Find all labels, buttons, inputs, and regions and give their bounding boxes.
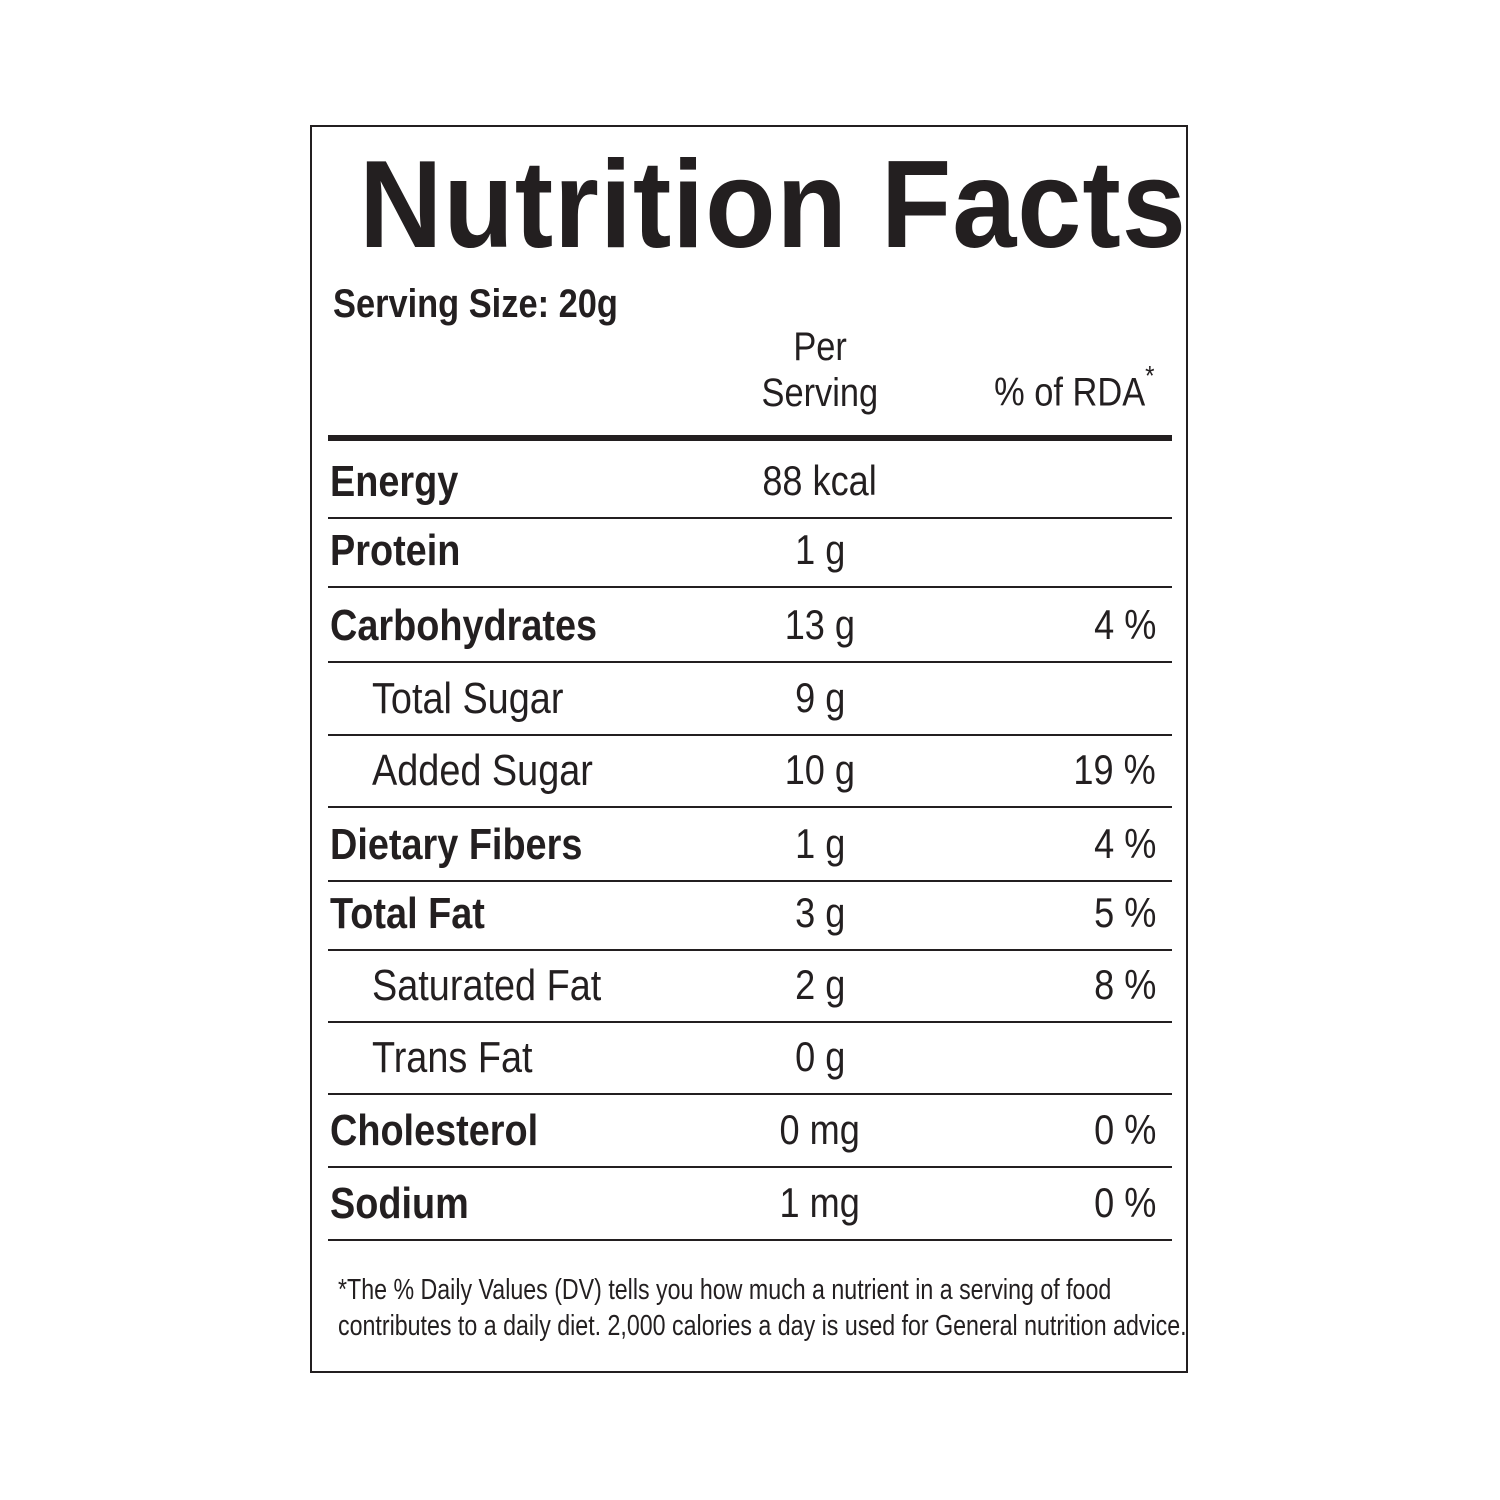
nutrient-label: Total Sugar bbox=[372, 674, 595, 724]
rda-header-text: % of RDA bbox=[994, 370, 1146, 415]
table-row: Cholesterol 0 mg 0 % bbox=[328, 1094, 1172, 1168]
table-row: Trans Fat 0 g bbox=[328, 1022, 1172, 1095]
per-serving-value-text: 2 g bbox=[794, 961, 846, 1008]
per-serving-value-text: 10 g bbox=[784, 746, 856, 793]
per-serving-value: 3 g bbox=[720, 889, 920, 937]
table-row: Sodium 1 mg 0 % bbox=[328, 1167, 1172, 1241]
rda-value: 5 % bbox=[1084, 889, 1156, 937]
header-divider bbox=[328, 435, 1172, 441]
per-serving-value-text: 1 mg bbox=[779, 1179, 861, 1226]
table-row: Added Sugar 10 g 19 % bbox=[328, 735, 1172, 808]
rda-value-text: 4 % bbox=[1093, 601, 1156, 648]
rda-value-text: 8 % bbox=[1093, 961, 1156, 1008]
rda-value: 8 % bbox=[1084, 961, 1156, 1009]
table-row: Saturated Fat 2 g 8 % bbox=[328, 950, 1172, 1023]
footnote-line2: contributes to a daily diet. 2,000 calor… bbox=[338, 1310, 1187, 1342]
per-serving-value: 1 g bbox=[720, 820, 920, 868]
nutrient-label-text: Energy bbox=[330, 457, 459, 506]
per-serving-value-text: 9 g bbox=[794, 674, 846, 721]
rda-value-text: 0 % bbox=[1093, 1106, 1156, 1153]
nutrient-label-text: Added Sugar bbox=[372, 746, 593, 795]
nutrient-label: Cholesterol bbox=[330, 1106, 572, 1156]
per-serving-value-text: 88 kcal bbox=[762, 457, 878, 504]
nutrient-label: Trans Fat bbox=[372, 1033, 559, 1083]
rda-value: 0 % bbox=[1084, 1106, 1156, 1154]
per-serving-value-text: 0 mg bbox=[779, 1106, 861, 1153]
per-serving-value: 0 g bbox=[720, 1033, 920, 1081]
rda-asterisk: * bbox=[1145, 360, 1155, 391]
table-row: Total Sugar 9 g bbox=[328, 662, 1172, 736]
table-row: Total Fat 3 g 5 % bbox=[328, 881, 1172, 951]
nutrient-label-text: Trans Fat bbox=[372, 1033, 533, 1082]
nutrient-label: Protein bbox=[330, 526, 482, 576]
rda-value: 4 % bbox=[1084, 820, 1156, 868]
nutrient-label: Saturated Fat bbox=[372, 961, 639, 1011]
per-serving-value: 1 mg bbox=[720, 1179, 920, 1227]
nutrient-label-text: Carbohydrates bbox=[330, 601, 598, 650]
per-serving-value: 0 mg bbox=[720, 1106, 920, 1154]
per-serving-value: 2 g bbox=[720, 961, 920, 1009]
serving-size: Serving Size: 20g bbox=[333, 282, 664, 327]
rda-value-text: 4 % bbox=[1093, 820, 1156, 867]
nutrient-label-text: Sodium bbox=[330, 1179, 469, 1228]
nutrient-label-text: Cholesterol bbox=[330, 1106, 539, 1155]
table-row: Dietary Fibers 1 g 4 % bbox=[328, 807, 1172, 882]
table-row: Carbohydrates 13 g 4 % bbox=[328, 587, 1172, 663]
nutrition-label-border bbox=[310, 125, 1188, 1373]
nutrient-label: Added Sugar bbox=[372, 746, 629, 796]
title-text: Nutrition Facts bbox=[359, 136, 1187, 274]
rda-header: % of RDA* bbox=[968, 360, 1155, 415]
rda-value: 4 % bbox=[1084, 601, 1156, 649]
per-header-line2: Serving bbox=[761, 371, 879, 415]
per-serving-value: 9 g bbox=[720, 674, 920, 722]
rda-value: 19 % bbox=[1060, 746, 1156, 794]
table-row: Energy 88 kcal bbox=[328, 441, 1172, 519]
rda-value-text: 5 % bbox=[1093, 889, 1156, 936]
per-serving-value: 10 g bbox=[720, 746, 920, 794]
per-serving-value-text: 1 g bbox=[794, 526, 846, 573]
nutrient-label-text: Total Fat bbox=[330, 889, 485, 938]
per-serving-value-text: 1 g bbox=[794, 820, 846, 867]
label-title: Nutrition Facts bbox=[328, 140, 1186, 270]
per-serving-value-text: 13 g bbox=[784, 601, 856, 648]
per-serving-value: 1 g bbox=[720, 526, 920, 574]
per-serving-value-text: 0 g bbox=[794, 1033, 846, 1080]
rda-value-text: 19 % bbox=[1073, 746, 1156, 793]
per-header-line1: Per bbox=[793, 325, 847, 369]
per-serving-value-text: 3 g bbox=[794, 889, 846, 936]
per-serving-value: 88 kcal bbox=[720, 457, 920, 505]
serving-size-text: Serving Size: 20g bbox=[333, 282, 618, 326]
nutrient-label-text: Dietary Fibers bbox=[330, 820, 583, 869]
rda-value-text: 0 % bbox=[1093, 1179, 1156, 1226]
nutrient-label-text: Saturated Fat bbox=[372, 961, 602, 1010]
nutrient-label-text: Total Sugar bbox=[372, 674, 564, 723]
footnote: *The % Daily Values (DV) tells you how m… bbox=[338, 1272, 1399, 1344]
nutrient-label-text: Protein bbox=[330, 526, 461, 575]
per-serving-header: Per Serving bbox=[720, 324, 920, 416]
nutrient-label: Energy bbox=[330, 457, 479, 507]
nutrient-label: Sodium bbox=[330, 1179, 491, 1229]
rda-value: 0 % bbox=[1084, 1179, 1156, 1227]
footnote-line1: *The % Daily Values (DV) tells you how m… bbox=[338, 1274, 1112, 1306]
nutrient-label: Carbohydrates bbox=[330, 601, 641, 651]
nutrient-label: Total Fat bbox=[330, 889, 510, 939]
nutrient-label: Dietary Fibers bbox=[330, 820, 623, 870]
per-serving-value: 13 g bbox=[720, 601, 920, 649]
table-row: Protein 1 g bbox=[328, 518, 1172, 588]
